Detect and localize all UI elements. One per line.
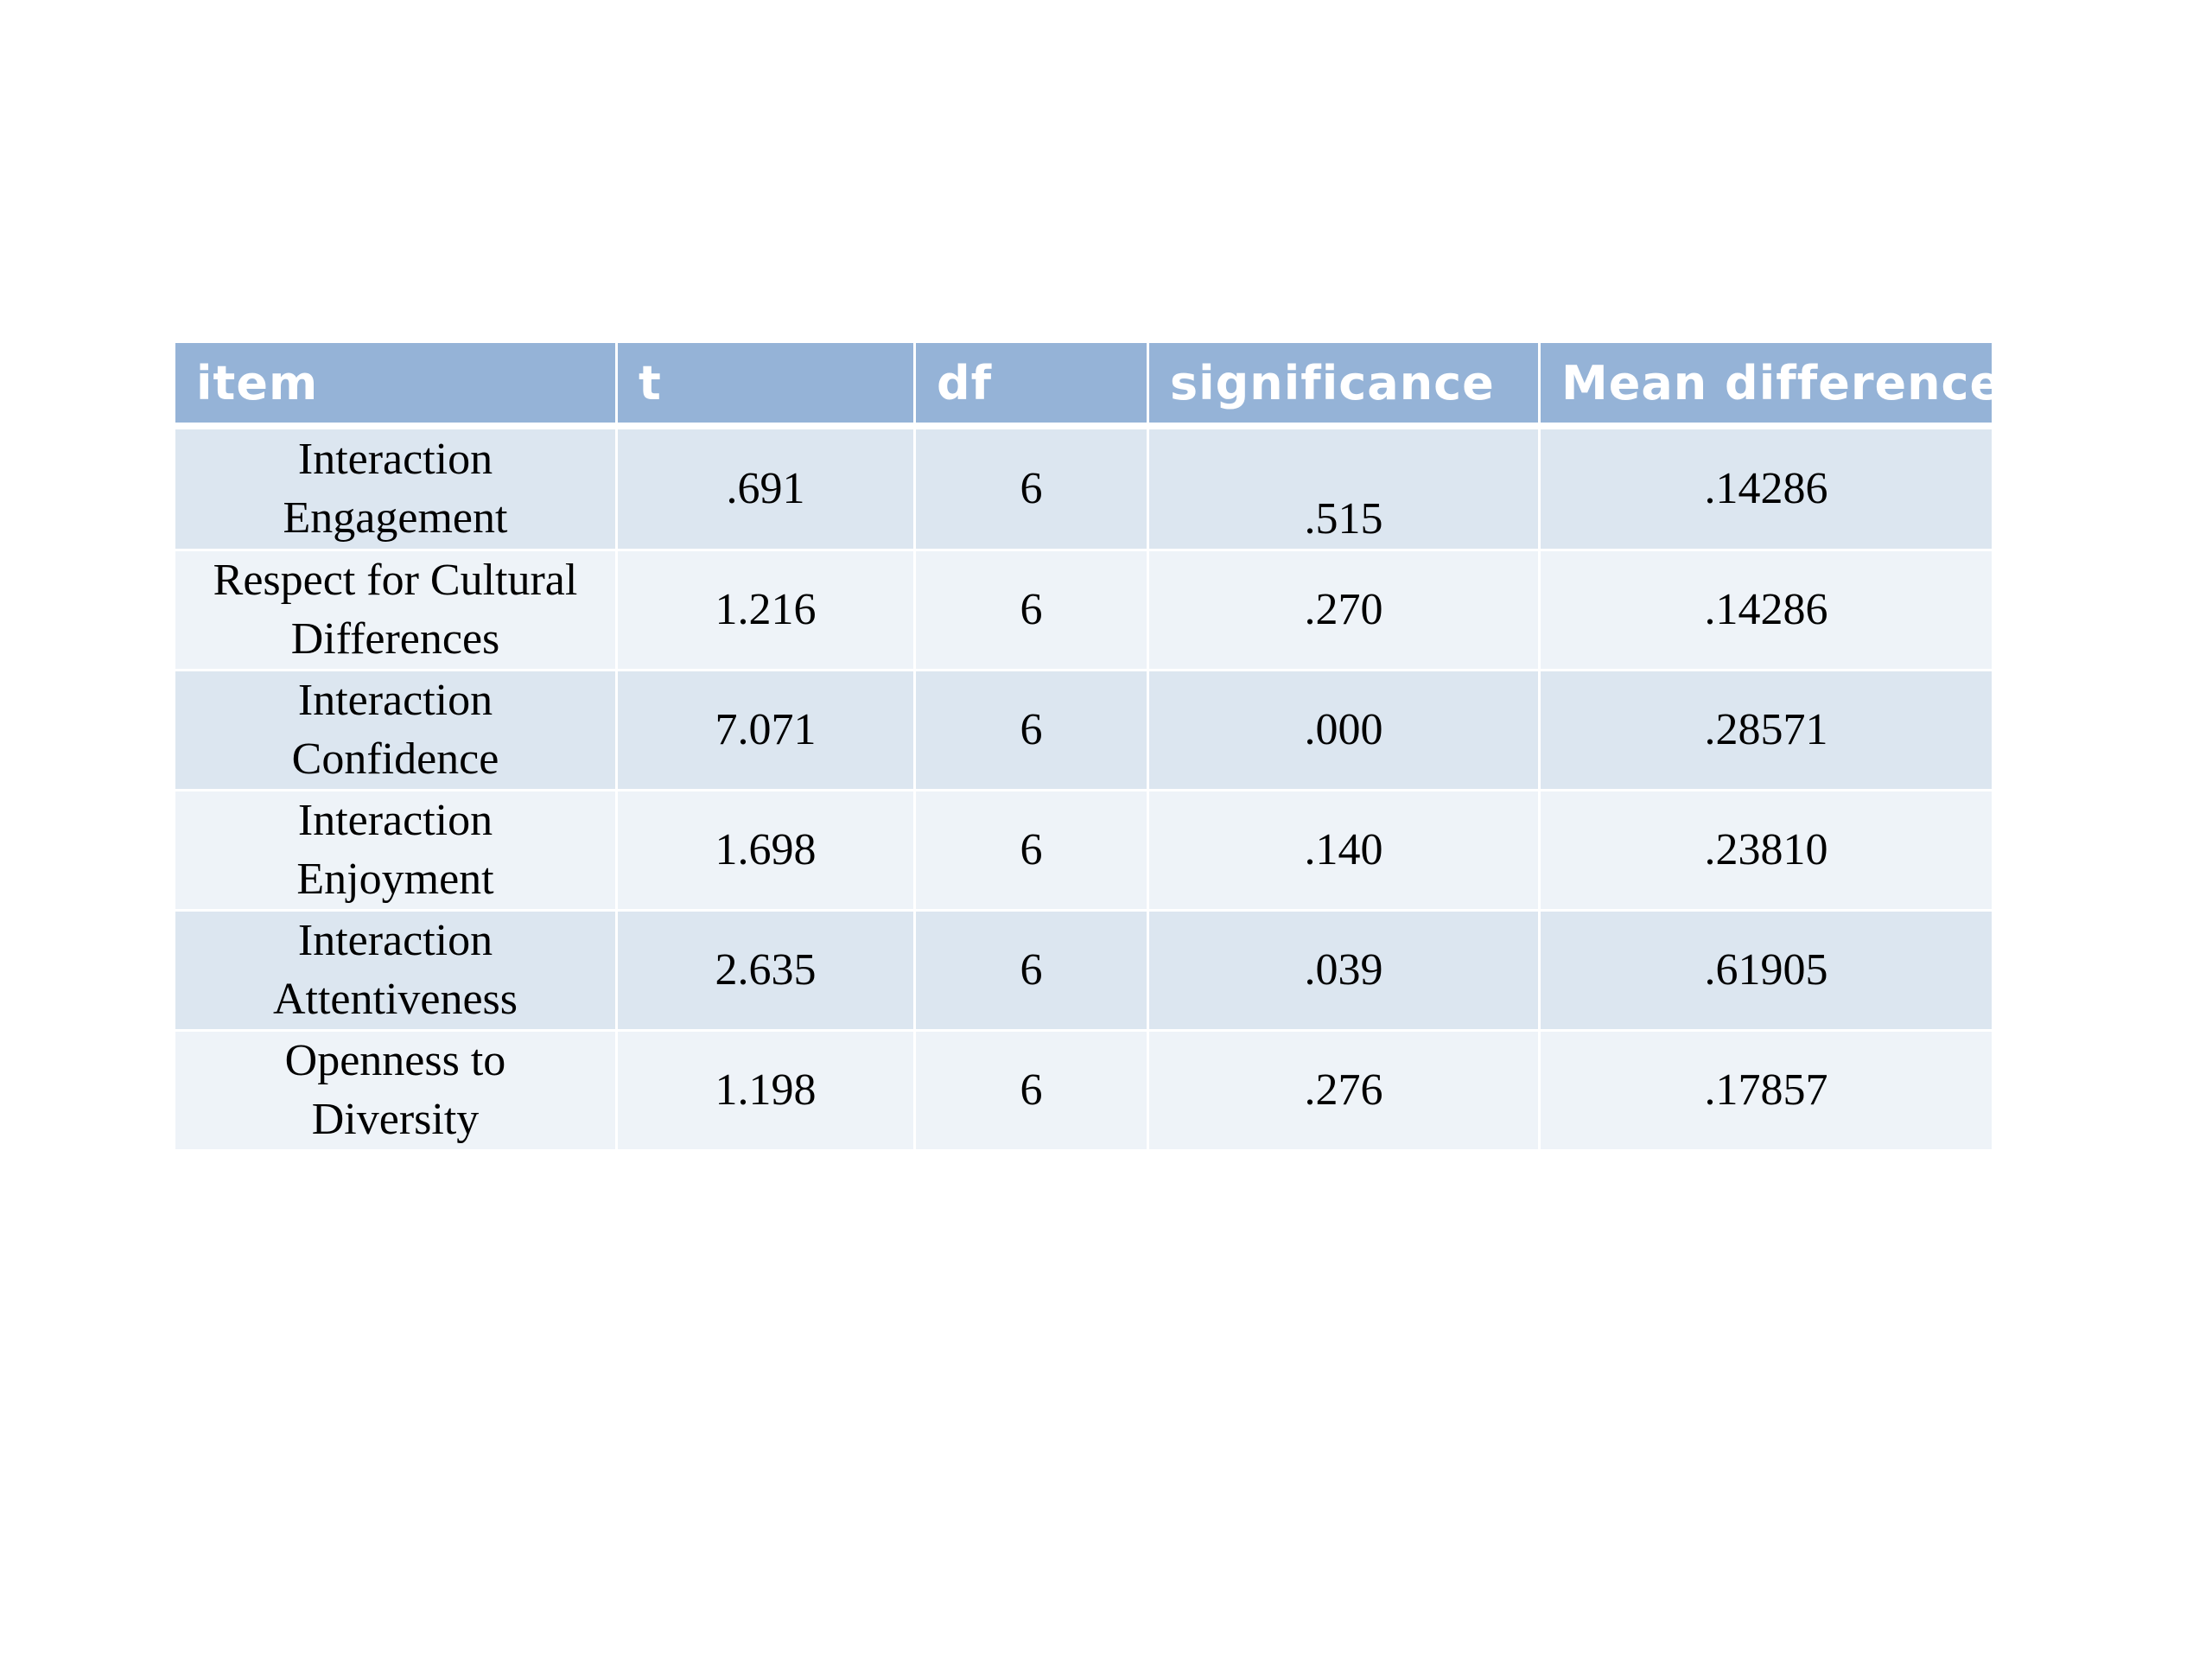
- mean-difference-cell: .17857: [1541, 1032, 1992, 1152]
- mean-difference-cell: .14286: [1541, 551, 1992, 671]
- mean-difference-cell: .28571: [1541, 671, 1992, 791]
- df-cell: 6: [916, 912, 1149, 1032]
- t-cell: 1.216: [618, 551, 916, 671]
- item-cell: Interaction Enjoyment: [175, 791, 618, 912]
- t-cell: 1.198: [618, 1032, 916, 1152]
- t-test-results-table: item t df significance Mean difference I…: [175, 343, 1992, 1152]
- df-cell: 6: [916, 429, 1149, 551]
- item-line-2: Attentiveness: [272, 975, 518, 1024]
- header-significance: significance: [1149, 343, 1541, 429]
- item-line-2: Enjoyment: [296, 855, 494, 904]
- significance-cell: .000: [1149, 671, 1541, 791]
- t-cell: 1.698: [618, 791, 916, 912]
- item-cell: Interaction Confidence: [175, 671, 618, 791]
- item-line-2: Diversity: [311, 1095, 480, 1144]
- item-line-2: Confidence: [291, 734, 499, 784]
- df-cell: 6: [916, 1032, 1149, 1152]
- df-cell: 6: [916, 551, 1149, 671]
- header-item: item: [175, 343, 618, 429]
- item-cell: Openness to Diversity: [175, 1032, 618, 1152]
- table-row: Openness to Diversity 1.198 6 .276 .17857: [175, 1032, 1992, 1152]
- header-mean-difference: Mean difference: [1541, 343, 1992, 429]
- item-cell: Interaction Attentiveness: [175, 912, 618, 1032]
- table-row: Interaction Enjoyment 1.698 6 .140 .23810: [175, 791, 1992, 912]
- item-line-2: Engagement: [283, 493, 508, 543]
- item-line-1: Interaction: [297, 435, 493, 484]
- item-line-1: Interaction: [297, 796, 493, 845]
- mean-difference-cell: .61905: [1541, 912, 1992, 1032]
- table-row: Respect for Cultural Differences 1.216 6 …: [175, 551, 1992, 671]
- table-row: Interaction Confidence 7.071 6 .000 .2857…: [175, 671, 1992, 791]
- table-row: Interaction Attentiveness 2.635 6 .039 .6…: [175, 912, 1992, 1032]
- df-cell: 6: [916, 671, 1149, 791]
- t-cell: 2.635: [618, 912, 916, 1032]
- significance-value: .515: [1304, 494, 1383, 543]
- mean-difference-cell: .14286: [1541, 429, 1992, 551]
- significance-cell: .276: [1149, 1032, 1541, 1152]
- t-cell: 7.071: [618, 671, 916, 791]
- header-df: df: [916, 343, 1149, 429]
- significance-cell: .270: [1149, 551, 1541, 671]
- t-cell: .691: [618, 429, 916, 551]
- item-line-1: Interaction: [297, 676, 493, 725]
- item-line-2: Differences: [290, 614, 500, 664]
- item-cell: Interaction Engagement: [175, 429, 618, 551]
- df-cell: 6: [916, 791, 1149, 912]
- item-line-1: Interaction: [297, 916, 493, 965]
- item-line-1: Openness to: [284, 1036, 506, 1085]
- significance-cell: .515: [1149, 429, 1541, 551]
- significance-cell: .140: [1149, 791, 1541, 912]
- significance-cell: .039: [1149, 912, 1541, 1032]
- item-cell: Respect for Cultural Differences: [175, 551, 618, 671]
- mean-difference-cell: .23810: [1541, 791, 1992, 912]
- table-header-row: item t df significance Mean difference: [175, 343, 1992, 429]
- item-line-1: Respect for Cultural: [213, 556, 578, 605]
- header-t: t: [618, 343, 916, 429]
- table-row: Interaction Engagement .691 6 .515 .14286: [175, 429, 1992, 551]
